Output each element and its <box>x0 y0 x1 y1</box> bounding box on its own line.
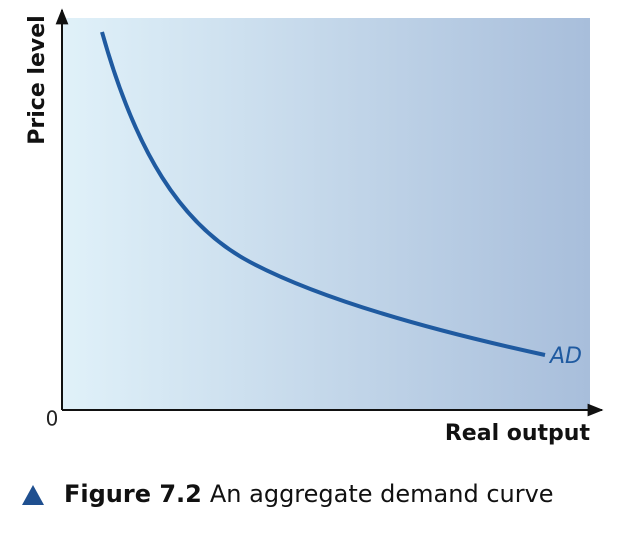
caption: Figure 7.2 An aggregate demand curve <box>64 480 554 508</box>
curve-label: AD <box>548 344 582 369</box>
ad-curve <box>100 31 546 357</box>
caption-icon <box>22 485 44 505</box>
caption-text: An aggregate demand curve <box>210 480 554 508</box>
y-axis-label: Price level <box>25 15 50 144</box>
caption-number: Figure 7.2 <box>64 480 202 508</box>
x-axis-label: Real output <box>445 421 591 446</box>
plot-area <box>62 18 590 410</box>
origin-label: 0 <box>46 407 59 431</box>
